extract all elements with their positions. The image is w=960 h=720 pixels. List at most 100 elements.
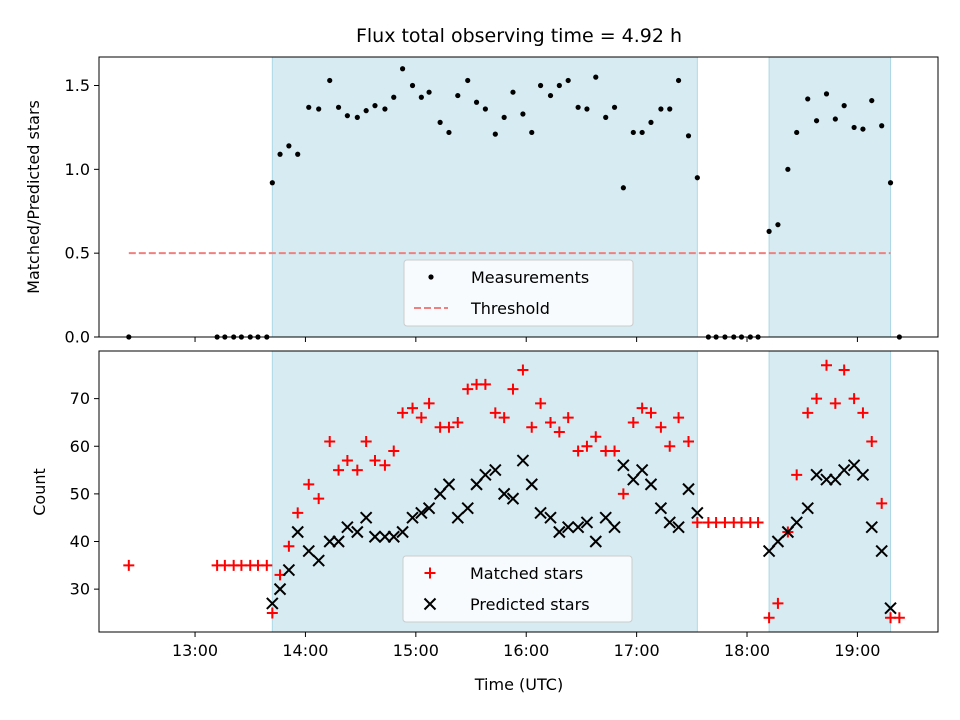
data-point: [455, 92, 461, 99]
data-point: [446, 129, 452, 136]
data-point: [575, 104, 581, 110]
data-point: [620, 185, 626, 191]
data-point: [462, 383, 474, 395]
data-point: [306, 104, 312, 110]
top-chart-title: Flux total observing time = 4.92 h: [356, 25, 682, 47]
data-point: [399, 66, 406, 72]
x-tick-label: 19:00: [834, 641, 880, 660]
series-matched-stars: [123, 359, 905, 624]
data-point: [829, 397, 841, 409]
data-point: [422, 501, 436, 515]
y-tick-label: 40: [70, 532, 90, 551]
data-point: [461, 501, 474, 515]
data-point: [838, 364, 850, 376]
data-point: [683, 435, 695, 447]
data-point: [123, 559, 135, 571]
data-point: [630, 129, 636, 136]
data-point: [857, 407, 869, 419]
data-point: [409, 82, 416, 89]
data-point: [663, 516, 676, 529]
bottom-y-axis-label: Count: [30, 468, 49, 516]
data-point: [489, 407, 501, 419]
data-point: [829, 473, 842, 486]
data-point: [303, 478, 315, 490]
y-tick-label: 30: [70, 580, 90, 599]
data-point: [295, 151, 301, 157]
data-point: [875, 544, 888, 558]
data-point: [810, 468, 823, 482]
data-point: [847, 459, 861, 472]
data-point: [379, 459, 391, 471]
data-point: [762, 544, 776, 558]
data-point: [682, 482, 695, 496]
legend-marker: [428, 274, 434, 280]
y-tick-label: 0.0: [65, 328, 90, 347]
data-point: [556, 82, 562, 89]
count-panel: 30 40 50 60 70 13:00 14:00 15:00 16:00 17:00 18:00…: [70, 350, 939, 660]
legend-box: [402, 555, 633, 623]
legend: Measurements Threshold: [403, 259, 634, 327]
data-point: [470, 478, 483, 491]
data-point: [418, 94, 424, 100]
data-point: [584, 106, 590, 112]
data-point: [837, 463, 851, 477]
data-point: [821, 359, 833, 371]
data-point: [673, 412, 685, 424]
data-point: [655, 421, 667, 433]
data-point: [506, 492, 520, 505]
data-point: [529, 129, 535, 136]
data-point: [603, 114, 609, 120]
data-point: [354, 114, 360, 120]
data-point: [489, 463, 502, 477]
series-predicted-stars: [266, 454, 897, 615]
data-point: [415, 412, 427, 424]
data-point: [865, 521, 878, 534]
data-point: [866, 435, 878, 447]
data-point: [479, 468, 492, 482]
data-point: [694, 175, 700, 181]
data-point: [516, 454, 530, 467]
legend-box: [403, 259, 634, 327]
data-point: [851, 124, 857, 131]
data-point: [664, 440, 676, 452]
data-point: [433, 487, 447, 501]
data-point: [415, 506, 428, 520]
data-point: [283, 540, 295, 552]
data-point: [517, 364, 529, 376]
data-point: [286, 143, 292, 149]
data-point: [561, 521, 575, 534]
data-point: [879, 123, 885, 129]
data-point: [344, 113, 350, 119]
data-point: [772, 597, 784, 609]
data-point: [269, 180, 275, 186]
data-point: [781, 525, 795, 539]
data-point: [869, 97, 875, 104]
data-point: [482, 106, 488, 112]
legend-marker: [423, 597, 437, 611]
data-point: [832, 116, 838, 122]
data-point: [794, 129, 800, 136]
bottom-x-axis-label: Time (UTC): [474, 675, 563, 694]
data-point: [691, 516, 703, 528]
data-point: [465, 77, 471, 84]
data-point: [823, 91, 830, 97]
data-point: [423, 397, 435, 409]
data-point: [785, 166, 791, 172]
data-point: [497, 487, 511, 501]
data-point: [648, 119, 654, 125]
data-point: [553, 426, 565, 438]
data-point: [397, 407, 409, 419]
data-point: [535, 397, 547, 409]
data-point: [553, 525, 566, 539]
data-point: [341, 455, 353, 467]
axes-frame: [98, 56, 939, 338]
y-tick-label: 60: [70, 437, 90, 456]
data-point: [856, 468, 870, 482]
data-point: [406, 511, 419, 524]
data-point: [675, 77, 682, 84]
data-point: [332, 535, 345, 548]
data-point: [672, 521, 685, 534]
x-tick-label: 15:00: [393, 641, 439, 660]
data-point: [841, 103, 847, 109]
data-point: [510, 89, 516, 95]
